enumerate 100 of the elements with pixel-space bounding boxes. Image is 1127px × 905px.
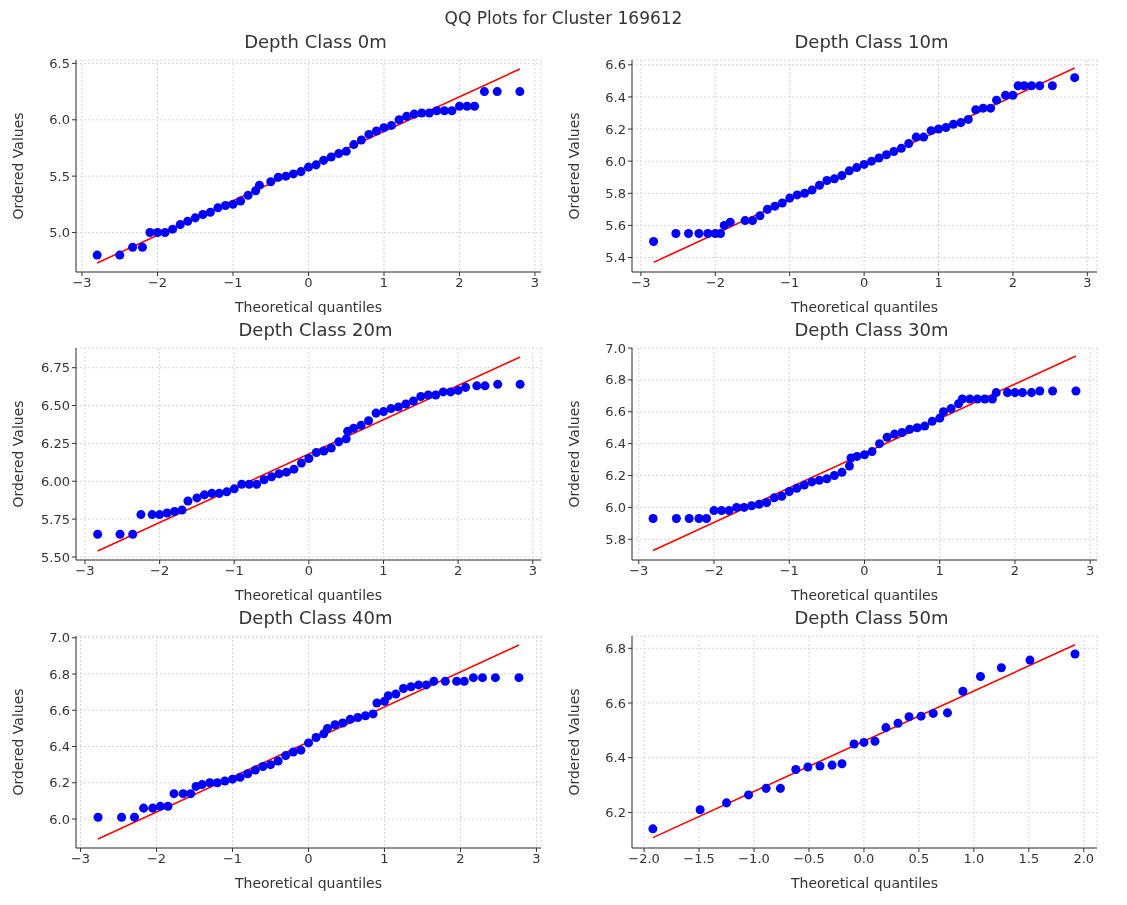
x-tick-label: 0.0 xyxy=(853,851,875,867)
point xyxy=(386,404,396,414)
point xyxy=(807,185,817,195)
x-tick-label: −1 xyxy=(779,563,799,579)
point xyxy=(1070,649,1080,659)
x-tick-label: −2 xyxy=(147,275,168,291)
point xyxy=(905,424,915,434)
point xyxy=(341,146,351,156)
point xyxy=(401,399,411,409)
point xyxy=(379,407,389,417)
point xyxy=(183,496,193,506)
point xyxy=(975,671,985,681)
x-tick-label: 1 xyxy=(934,275,943,291)
point xyxy=(870,736,880,746)
point xyxy=(296,458,306,468)
point xyxy=(792,483,802,493)
y-tick-label: 6.8 xyxy=(605,640,626,656)
x-tick-label: 3 xyxy=(1086,563,1095,579)
point xyxy=(289,464,299,474)
point xyxy=(446,387,456,397)
point xyxy=(266,760,276,770)
point xyxy=(849,739,859,749)
point xyxy=(183,216,193,226)
point xyxy=(416,391,426,401)
x-tick-label: −2 xyxy=(150,563,170,579)
point xyxy=(694,228,704,238)
x-tick-label: −1 xyxy=(223,275,243,291)
x-tick-label: 2 xyxy=(454,563,463,579)
point xyxy=(963,114,973,124)
point xyxy=(93,529,103,539)
point xyxy=(942,708,953,718)
point xyxy=(319,155,329,165)
point xyxy=(414,680,424,690)
point xyxy=(837,171,847,181)
point xyxy=(402,111,412,121)
point xyxy=(128,529,138,539)
point xyxy=(946,404,956,414)
point xyxy=(155,801,165,811)
point xyxy=(387,120,397,130)
y-tick-label: 6.4 xyxy=(605,89,626,105)
point xyxy=(896,143,906,153)
point xyxy=(684,228,694,238)
y-tick-label: 6.0 xyxy=(605,500,626,516)
x-axis-title: Theoretical quantiles xyxy=(789,587,939,603)
y-tick-label: 6.2 xyxy=(605,805,626,821)
x-tick-label: −1.0 xyxy=(738,851,770,867)
point xyxy=(724,506,734,516)
point xyxy=(288,169,298,179)
point xyxy=(115,250,125,260)
point xyxy=(364,129,374,139)
y-tick-label: 6.25 xyxy=(41,436,70,452)
point xyxy=(875,439,885,449)
point xyxy=(281,171,291,181)
point xyxy=(938,407,949,417)
point xyxy=(881,723,891,733)
y-tick-label: 5.6 xyxy=(605,218,626,234)
x-tick-label: −2 xyxy=(146,851,167,867)
point xyxy=(267,472,277,482)
y-tick-label: 6.8 xyxy=(605,372,626,388)
x-tick-label: 3 xyxy=(532,851,541,867)
point xyxy=(762,204,772,214)
point xyxy=(398,684,408,694)
y-axis-title: Ordered Values xyxy=(9,400,26,508)
point xyxy=(770,201,780,211)
chart-title: Depth Class 0m xyxy=(243,30,388,54)
point xyxy=(1048,386,1058,396)
point xyxy=(296,167,306,177)
point xyxy=(722,798,732,808)
point xyxy=(844,166,854,176)
point xyxy=(941,122,951,132)
point xyxy=(259,475,269,485)
point xyxy=(129,812,140,822)
point xyxy=(837,759,847,769)
point xyxy=(514,673,524,683)
point xyxy=(1002,388,1012,398)
x-tick-label: 2 xyxy=(455,275,464,291)
point xyxy=(695,805,705,815)
point xyxy=(827,760,837,770)
point xyxy=(1018,388,1028,398)
point xyxy=(479,87,489,97)
point xyxy=(492,87,502,97)
point xyxy=(205,778,215,788)
point xyxy=(338,718,348,728)
y-tick-label: 6.4 xyxy=(605,436,626,452)
point xyxy=(919,132,929,142)
point xyxy=(493,379,503,389)
point xyxy=(228,199,238,209)
point xyxy=(235,772,245,782)
point xyxy=(971,105,981,115)
point xyxy=(212,778,222,788)
point xyxy=(958,686,968,696)
point xyxy=(874,153,884,163)
y-tick-label: 6.0 xyxy=(49,811,70,827)
point xyxy=(254,180,264,190)
point xyxy=(243,769,253,779)
point xyxy=(916,711,926,721)
point xyxy=(117,812,127,822)
y-tick-label: 6.2 xyxy=(605,468,626,484)
point xyxy=(893,718,903,728)
point xyxy=(197,780,207,790)
